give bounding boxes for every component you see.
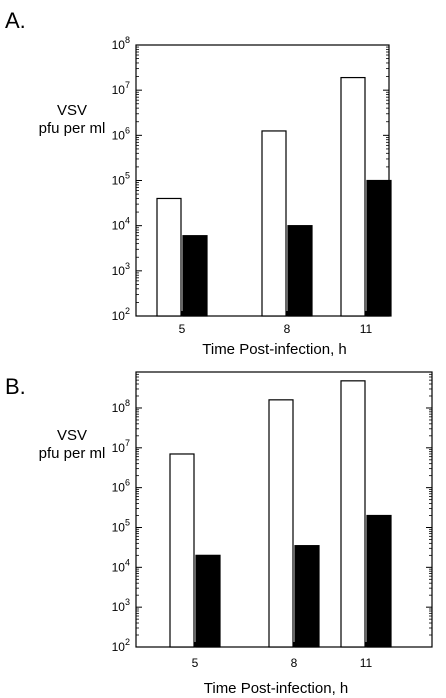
x-tick-label: 11	[360, 322, 373, 336]
y-axis-label: pfu per ml	[39, 120, 106, 137]
y-tick-label: 105	[112, 171, 130, 188]
panel-label: B.	[5, 374, 26, 399]
bar-filled	[182, 235, 208, 317]
y-axis-label: VSV	[57, 427, 87, 444]
bar-open	[261, 130, 287, 317]
y-tick-label: 103	[112, 597, 130, 614]
x-tick-label: 8	[284, 322, 291, 336]
bar-filled	[294, 545, 320, 648]
y-tick-label: 108	[112, 35, 130, 52]
y-tick-label: 102	[112, 637, 130, 654]
bar-filled	[366, 514, 392, 648]
y-tick-label: 106	[112, 478, 130, 495]
bar-open	[340, 76, 366, 317]
y-tick-label: 103	[112, 261, 130, 278]
y-tick-label: 102	[112, 306, 130, 323]
y-tick-label: 107	[112, 80, 130, 97]
x-axis-label: Time Post-infection, h	[204, 680, 349, 697]
y-tick-label: 105	[112, 517, 130, 534]
y-tick-label: 108	[112, 398, 130, 415]
y-tick-label: 107	[112, 438, 130, 455]
bar-open	[169, 453, 195, 648]
x-tick-label: 8	[291, 656, 298, 670]
y-axis-label: pfu per ml	[39, 445, 106, 462]
bar-open	[268, 399, 294, 648]
bar-filled	[287, 225, 313, 317]
x-tick-label: 5	[179, 322, 186, 336]
panel-label: A.	[5, 8, 26, 33]
x-tick-label: 5	[192, 656, 199, 670]
y-axis-label: VSV	[57, 102, 87, 119]
bar-open	[340, 380, 366, 648]
y-tick-label: 104	[112, 216, 130, 233]
y-tick-label: 104	[112, 557, 130, 574]
x-axis-label: Time Post-infection, h	[202, 341, 347, 358]
bar-open	[156, 197, 182, 317]
bar-filled	[195, 554, 221, 648]
y-tick-label: 106	[112, 125, 130, 142]
bar-filled	[366, 179, 392, 317]
x-tick-label: 11	[360, 656, 373, 670]
